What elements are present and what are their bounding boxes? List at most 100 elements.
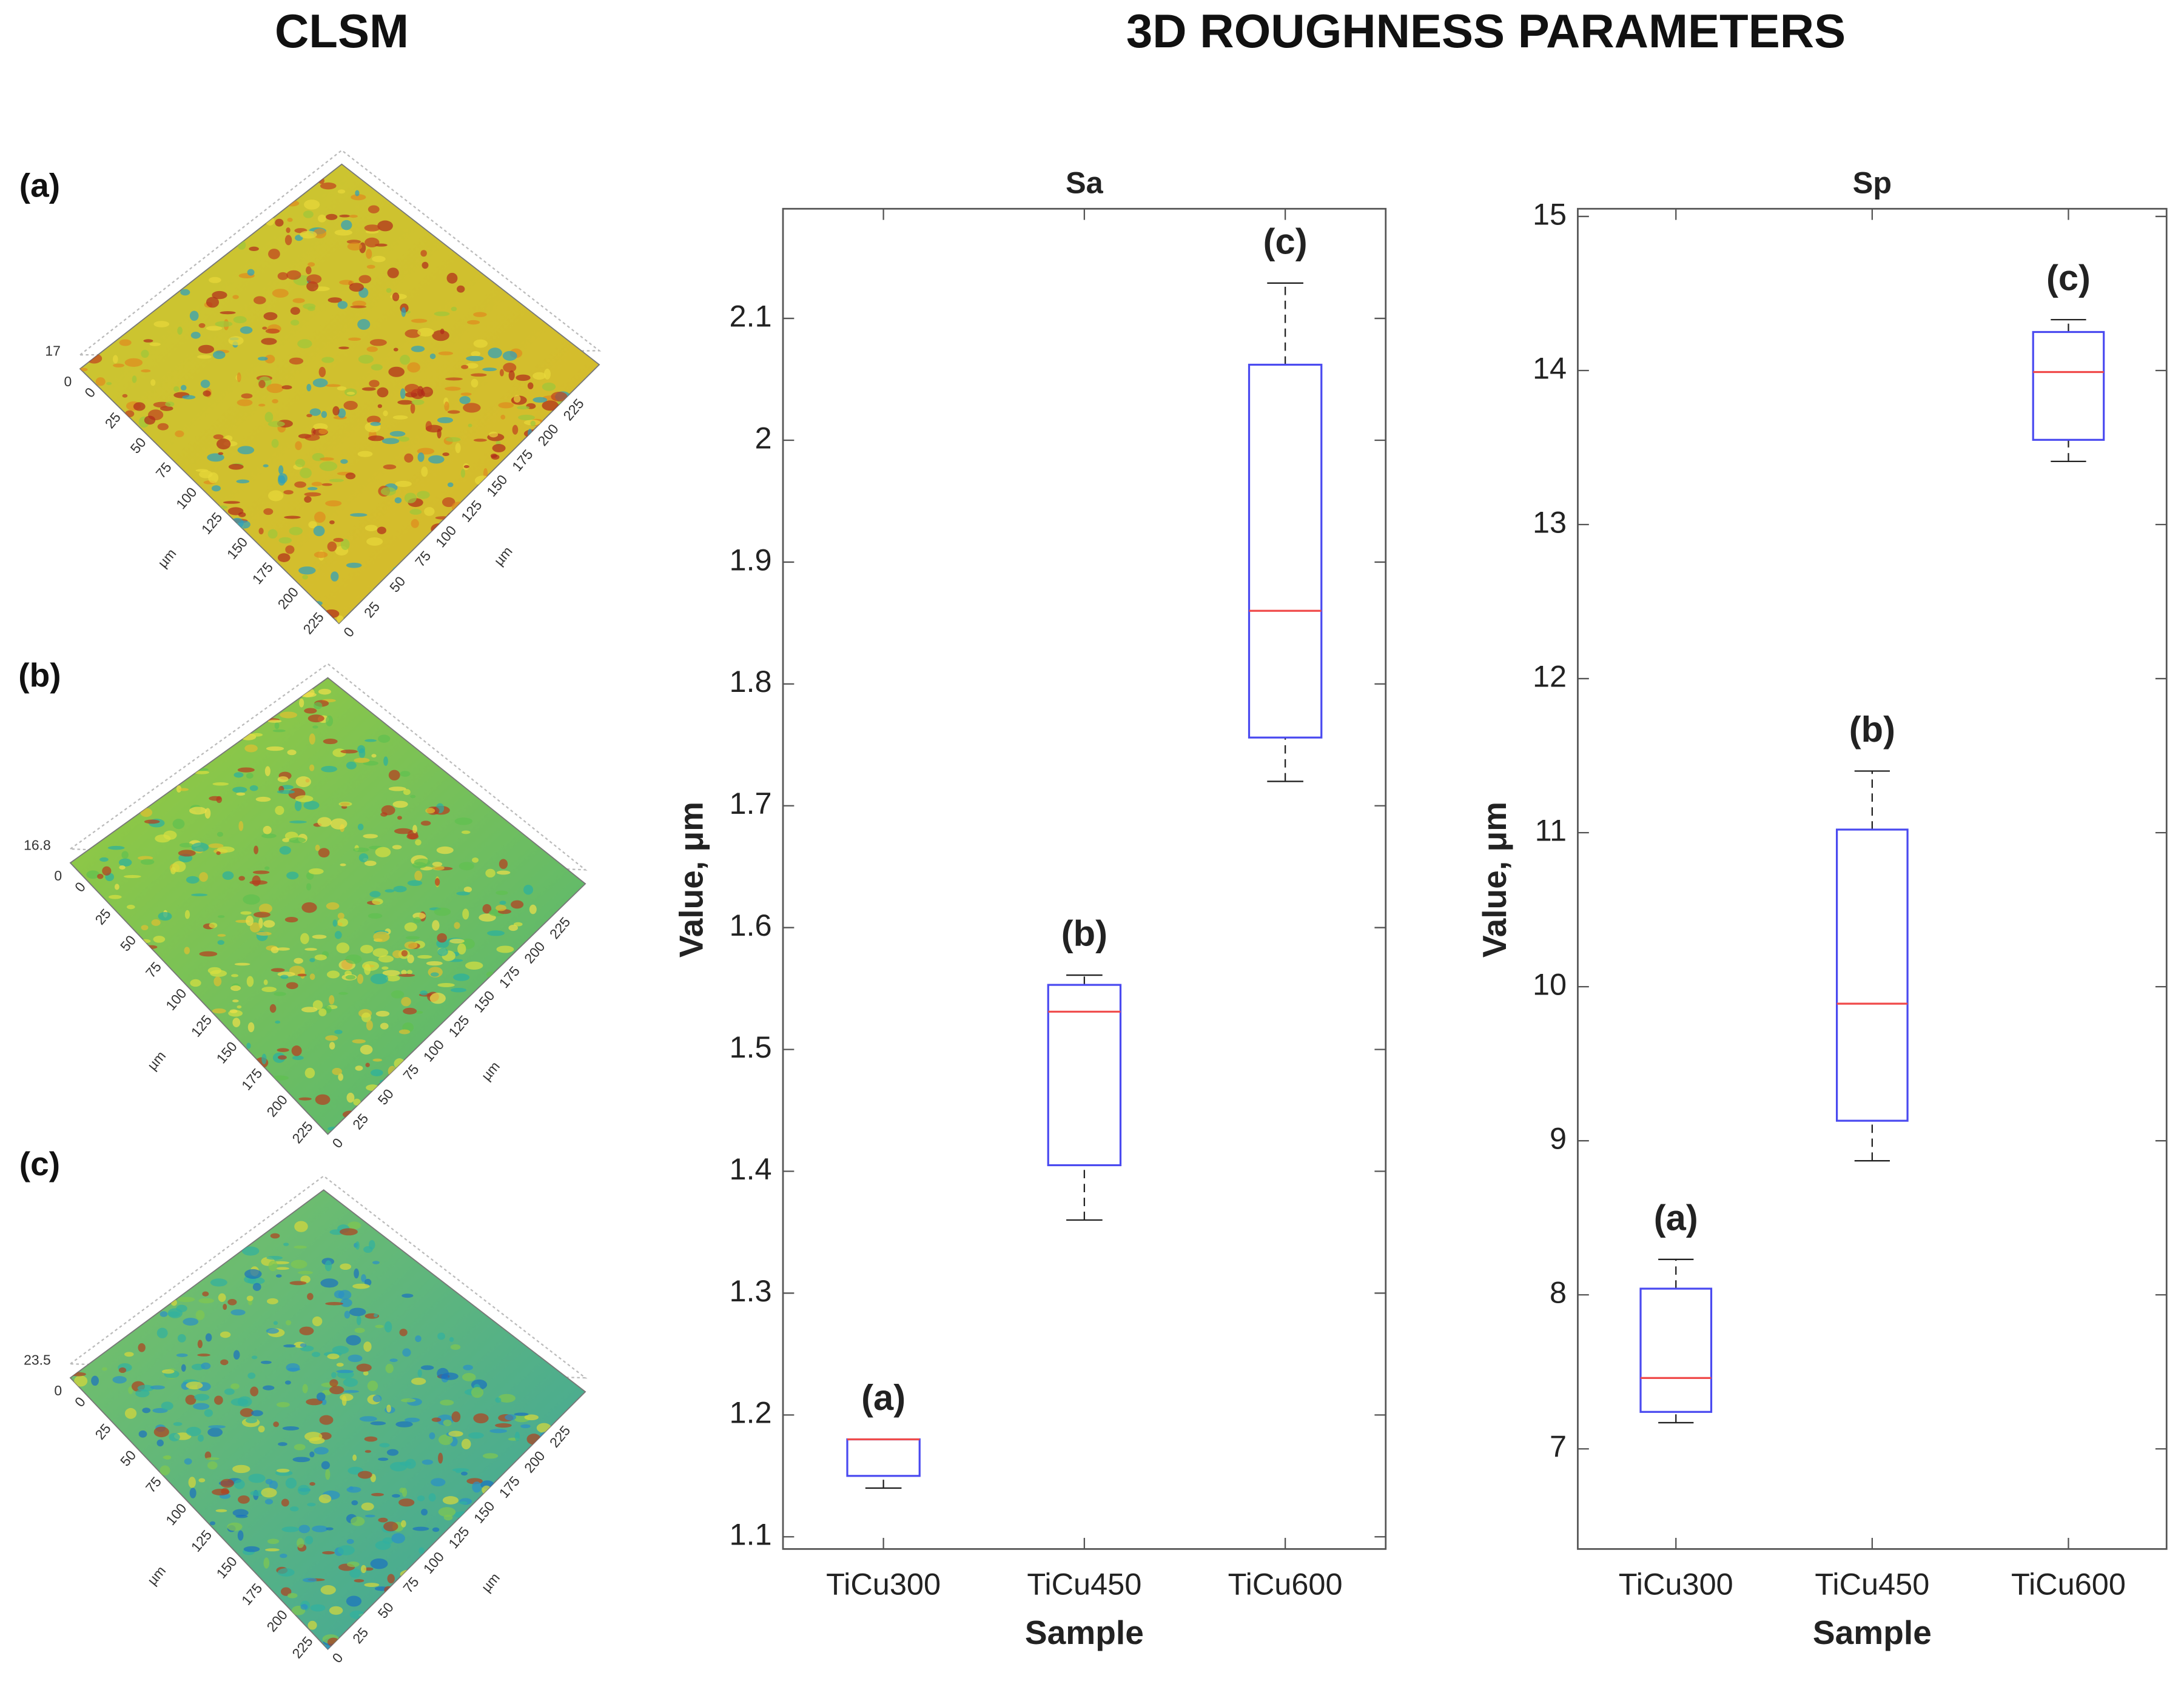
texture-blob — [499, 859, 508, 870]
texture-blob — [465, 363, 479, 369]
texture-blob — [307, 262, 315, 267]
texture-blob — [407, 880, 423, 887]
texture-blob — [366, 1020, 373, 1031]
texture-blob — [357, 824, 364, 831]
texture-blob — [403, 789, 411, 796]
texture-blob — [315, 1094, 331, 1105]
texture-blob — [142, 1407, 151, 1414]
texture-blob — [346, 761, 357, 770]
texture-blob — [461, 1438, 471, 1450]
texture-blob — [277, 1568, 295, 1577]
texture-blob — [473, 438, 487, 442]
texture-blob — [268, 249, 280, 260]
texture-blob — [461, 830, 471, 834]
texture-blob — [272, 289, 289, 298]
texture-blob — [270, 968, 285, 972]
texture-blob — [240, 911, 252, 915]
y-tick-label: 1.3 — [729, 1273, 771, 1308]
texture-blob — [143, 339, 153, 343]
texture-blob — [194, 770, 209, 774]
texture-blob — [471, 1387, 484, 1398]
texture-blob — [132, 375, 137, 383]
texture-blob — [133, 402, 146, 411]
texture-blob — [156, 1439, 164, 1447]
texture-blob — [203, 390, 211, 397]
texture-blob — [318, 688, 332, 695]
texture-blob — [184, 910, 190, 919]
texture-blob — [156, 1327, 168, 1338]
y-tick-label: 1.2 — [729, 1395, 771, 1430]
texture-blob — [332, 406, 340, 416]
texture-blob — [275, 805, 284, 815]
texture-blob — [233, 316, 247, 324]
texture-blob — [374, 1313, 378, 1318]
texture-blob — [351, 194, 366, 201]
texture-blob — [300, 1604, 308, 1610]
texture-blob — [276, 947, 291, 951]
texture-blob — [137, 1384, 155, 1392]
texture-blob — [365, 525, 378, 532]
texture-blob — [214, 1395, 223, 1405]
texture-blob — [370, 1069, 383, 1076]
texture-blob — [212, 290, 227, 300]
texture-blob — [542, 400, 559, 411]
texture-blob — [352, 1283, 370, 1289]
texture-blob — [119, 339, 132, 346]
texture-blob — [271, 438, 279, 448]
texture-blob — [388, 787, 406, 791]
texture-blob — [197, 355, 212, 359]
texture-blob — [191, 893, 208, 897]
texture-blob — [381, 805, 395, 816]
texture-blob — [354, 1578, 365, 1583]
texture-blob — [306, 281, 318, 292]
texture-blob — [377, 404, 383, 408]
texture-blob — [425, 808, 435, 814]
texture-blob — [400, 771, 411, 777]
texture-blob — [413, 917, 422, 924]
texture-blob — [295, 441, 302, 451]
texture-blob — [263, 464, 269, 468]
texture-blob — [336, 1363, 344, 1367]
texture-blob — [363, 1341, 372, 1352]
y-tick-label: 14 — [1533, 351, 1567, 385]
texture-blob — [250, 1386, 258, 1397]
texture-blob — [345, 954, 362, 964]
texture-blob — [429, 993, 446, 1004]
texture-blob — [182, 395, 196, 400]
texture-blob — [312, 934, 327, 939]
texture-blob — [191, 842, 209, 852]
texture-blob — [306, 383, 312, 392]
box — [2032, 330, 2105, 441]
texture-blob — [289, 1281, 307, 1286]
texture-blob — [340, 750, 358, 754]
texture-blob — [438, 1434, 453, 1445]
texture-blob — [253, 296, 266, 304]
texture-blob — [313, 525, 325, 537]
texture-blob — [251, 1355, 258, 1360]
texture-blob — [138, 1343, 146, 1352]
texture-blob — [326, 213, 338, 220]
texture-blob — [438, 1452, 443, 1464]
texture-blob — [237, 1005, 242, 1008]
texture-blob — [345, 975, 356, 980]
texture-blob — [373, 931, 390, 942]
texture-blob — [197, 1340, 203, 1349]
texture-blob — [285, 545, 295, 554]
texture-blob — [238, 876, 245, 881]
texture-blob — [205, 1333, 212, 1342]
texture-blob — [247, 1022, 255, 1033]
heading: 3D ROUGHNESS PARAMETERS — [1126, 4, 1846, 58]
texture-blob — [389, 431, 406, 437]
x-tick-label: TiCu300 — [1619, 1567, 1733, 1602]
texture-blob — [86, 870, 100, 879]
texture-blob — [449, 939, 465, 944]
texture-blob — [178, 788, 189, 791]
texture-blob — [482, 1453, 499, 1459]
texture-blob — [366, 537, 383, 546]
texture-blob — [285, 1477, 297, 1489]
texture-blob — [329, 1386, 344, 1395]
surface-texture — [86, 688, 574, 1131]
texture-blob — [344, 1310, 351, 1319]
texture-blob — [495, 1397, 502, 1403]
texture-blob — [275, 1274, 282, 1278]
